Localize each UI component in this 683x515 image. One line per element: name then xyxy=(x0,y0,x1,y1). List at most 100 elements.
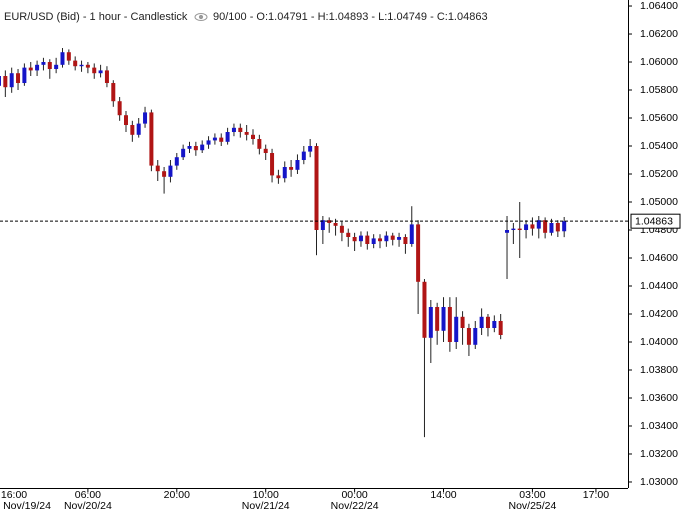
candle-body xyxy=(238,127,243,133)
x-tick-date: Nov/19/24 xyxy=(3,500,51,512)
candle-body xyxy=(352,237,357,242)
y-tick-label: 1.03600 xyxy=(640,392,678,404)
candle-body xyxy=(327,220,332,224)
candle-body xyxy=(263,148,268,154)
candle-body xyxy=(111,83,116,102)
candle-body xyxy=(162,171,167,177)
candle-body xyxy=(479,316,484,328)
candle-body xyxy=(28,67,33,71)
eye-icon xyxy=(194,13,208,21)
candle-body xyxy=(206,140,211,145)
candle-body xyxy=(0,76,1,86)
y-tick-label: 1.03000 xyxy=(640,476,678,488)
candle-body xyxy=(251,134,256,140)
candle-body xyxy=(9,73,14,88)
candle-body xyxy=(555,223,560,232)
candle-body xyxy=(346,232,351,238)
x-tick-date: Nov/20/24 xyxy=(64,500,112,512)
candle-body xyxy=(485,316,490,328)
candle-body xyxy=(365,235,370,244)
candle-body xyxy=(543,220,548,233)
y-tick-label: 1.03800 xyxy=(640,364,678,376)
candle-body xyxy=(314,146,319,231)
candle-body xyxy=(79,64,84,67)
candle-body xyxy=(219,137,224,142)
candle-body xyxy=(231,127,236,133)
candle-body xyxy=(276,175,281,179)
candle-body xyxy=(492,320,497,328)
candle-body xyxy=(384,235,389,242)
y-tick-label: 1.03400 xyxy=(640,420,678,432)
candle-body xyxy=(16,73,21,84)
x-tick-date: Nov/21/24 xyxy=(242,500,290,512)
candle-body xyxy=(498,320,503,335)
x-tick-label: 20:00 xyxy=(164,489,190,501)
candle-body xyxy=(117,101,122,116)
y-tick-label: 1.05800 xyxy=(640,84,678,96)
x-tick-date: Nov/22/24 xyxy=(331,500,379,512)
candle-body xyxy=(530,224,535,229)
candle-body xyxy=(466,327,471,345)
candle-body xyxy=(3,76,8,88)
candle-body xyxy=(517,228,522,231)
last-price-box xyxy=(630,213,681,229)
last-price-label: 1.04863 xyxy=(635,215,673,227)
chart-header: EUR/USD (Bid) - 1 hour - Candlestick xyxy=(4,11,188,23)
candle-body xyxy=(549,223,554,233)
candle-body xyxy=(358,235,363,242)
y-tick-label: 1.05000 xyxy=(640,196,678,208)
candle-body xyxy=(92,67,97,74)
candle-body xyxy=(60,52,65,65)
candle-body xyxy=(47,62,52,70)
candle-body xyxy=(123,115,128,126)
candle-body xyxy=(54,64,59,70)
y-tick-label: 1.04000 xyxy=(640,336,678,348)
y-tick-label: 1.04400 xyxy=(640,280,678,292)
ohlc-readout: 90/100 - O:1.04791 - H:1.04893 - L:1.047… xyxy=(213,11,488,23)
candle-body xyxy=(422,281,427,338)
y-tick-label: 1.05200 xyxy=(640,168,678,180)
candle-body xyxy=(301,151,306,161)
y-tick-label: 1.06400 xyxy=(640,0,678,12)
candle-body xyxy=(73,60,78,67)
candle-body xyxy=(181,148,186,158)
candle-body xyxy=(409,224,414,244)
candle-body xyxy=(308,146,313,152)
candle-body xyxy=(136,123,141,135)
candle-body xyxy=(212,137,217,141)
candle-body xyxy=(104,70,109,84)
candle-body xyxy=(562,221,567,232)
plot xyxy=(0,48,567,438)
candle-body xyxy=(371,238,376,244)
candle-body xyxy=(155,165,160,172)
candle-body xyxy=(339,225,344,233)
candle-body xyxy=(174,157,179,166)
candle-body xyxy=(85,64,90,68)
candle-body xyxy=(454,316,459,342)
candle-body xyxy=(22,67,27,84)
y-tick-label: 1.03200 xyxy=(640,448,678,460)
x-tick-label: 16:00 xyxy=(1,489,27,501)
candle-body xyxy=(441,306,446,331)
candle-body xyxy=(505,230,510,233)
candle-body xyxy=(270,153,275,176)
x-tick-label: 06:00 xyxy=(75,489,101,501)
candle-body xyxy=(378,238,383,242)
candle-body xyxy=(66,52,71,61)
candle-body xyxy=(295,160,300,170)
candle-body xyxy=(536,220,541,229)
y-tick-label: 1.05600 xyxy=(640,112,678,124)
candle-body xyxy=(435,306,440,331)
x-tick-label: 00:00 xyxy=(341,489,367,501)
candle-body xyxy=(200,144,205,151)
candle-body xyxy=(390,235,395,240)
candle-body xyxy=(98,70,103,74)
candle-body xyxy=(130,125,135,135)
candle-body xyxy=(257,139,262,149)
header-bg xyxy=(0,8,412,26)
candle-body xyxy=(403,237,408,244)
candle-body xyxy=(41,62,46,65)
